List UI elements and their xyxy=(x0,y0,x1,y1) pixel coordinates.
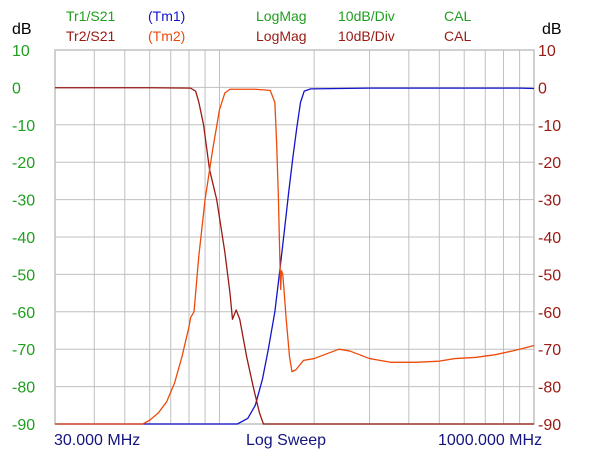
sweep-type: Log Sweep xyxy=(246,432,327,449)
right-tick-label: -50 xyxy=(538,267,561,284)
trace-tr1-s21 xyxy=(55,87,535,425)
right-axis-ticks: 10 0 -10 -20 -30 -40 -50 -60 -70 -80 -90 xyxy=(538,43,561,434)
right-tick-label: 10 xyxy=(538,43,556,60)
left-tick-label: -90 xyxy=(12,417,35,434)
left-tick-label: -80 xyxy=(12,380,35,397)
trace2-cal: CAL xyxy=(444,28,472,44)
trace2-scale: 10dB/Div xyxy=(338,28,395,44)
left-tick-label: 0 xyxy=(12,80,21,97)
right-tick-label: 0 xyxy=(538,80,547,97)
right-tick-label: -30 xyxy=(538,193,561,210)
trace2-format: LogMag xyxy=(256,28,307,44)
left-tick-label: -30 xyxy=(12,193,35,210)
right-tick-label: -60 xyxy=(538,305,561,322)
left-tick-label: -50 xyxy=(12,267,35,284)
traces xyxy=(55,87,535,425)
trace-tm2-memory xyxy=(55,88,535,425)
trace2-label: Tr2/S21 xyxy=(66,28,116,44)
right-tick-label: -40 xyxy=(538,230,561,247)
start-frequency: 30.000 MHz xyxy=(54,432,141,449)
left-tick-label: -40 xyxy=(12,230,35,247)
left-axis-title: dB xyxy=(12,21,32,38)
trace1-label: Tr1/S21 xyxy=(66,8,116,24)
left-tick-label: -70 xyxy=(12,342,35,359)
right-tick-label: -10 xyxy=(538,118,561,135)
right-tick-label: -80 xyxy=(538,380,561,397)
left-tick-label: -20 xyxy=(12,155,35,172)
trace1-memory-label: (Tm1) xyxy=(148,8,186,24)
trace1-cal: CAL xyxy=(444,8,472,24)
trace1-scale: 10dB/Div xyxy=(338,8,395,24)
right-axis-title: dB xyxy=(542,21,562,38)
grid-lines xyxy=(54,49,535,425)
left-tick-label: 10 xyxy=(12,43,30,60)
right-tick-label: -70 xyxy=(538,342,561,359)
left-tick-label: -60 xyxy=(12,305,35,322)
left-tick-label: -10 xyxy=(12,118,35,135)
stop-frequency: 1000.000 MHz xyxy=(438,432,543,449)
trace2-memory-label: (Tm2) xyxy=(148,28,186,44)
trace1-format: LogMag xyxy=(256,8,307,24)
right-tick-label: -90 xyxy=(538,417,561,434)
right-tick-label: -20 xyxy=(538,155,561,172)
left-axis-ticks: 10 0 -10 -20 -30 -40 -50 -60 -70 -80 -90 xyxy=(12,43,35,434)
trace-tr2-s21 xyxy=(55,87,534,425)
